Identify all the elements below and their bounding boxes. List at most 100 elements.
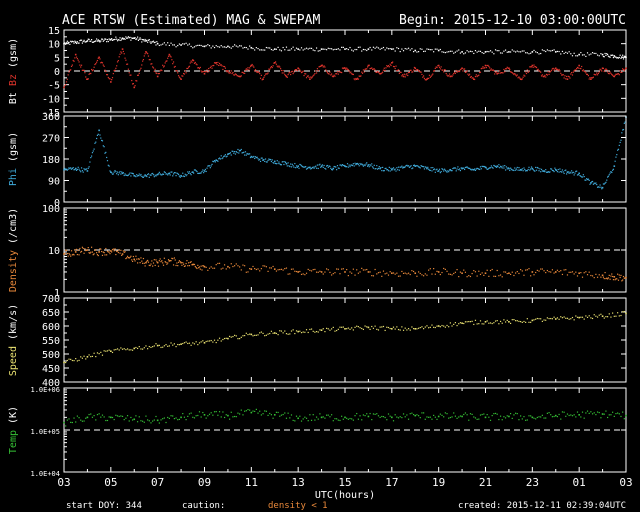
data-point-temp bbox=[488, 416, 490, 418]
data-point-temp bbox=[326, 414, 328, 416]
data-point-phi bbox=[324, 167, 326, 170]
data-point-temp bbox=[461, 415, 463, 418]
data-point-phi bbox=[435, 169, 437, 171]
data-point-phi bbox=[391, 168, 393, 171]
data-point-density bbox=[107, 251, 109, 253]
data-point-speed bbox=[595, 315, 597, 317]
data-point-density bbox=[272, 265, 274, 268]
data-point-bz bbox=[184, 70, 186, 72]
data-point-density bbox=[136, 258, 138, 260]
data-point-bz bbox=[119, 53, 121, 55]
data-point-density bbox=[90, 246, 93, 248]
data-point-bz bbox=[269, 68, 271, 70]
data-point-temp bbox=[344, 416, 346, 419]
data-point-bt bbox=[183, 43, 186, 45]
y-tick-label-speed: 450 bbox=[42, 364, 60, 375]
data-point-bz bbox=[524, 75, 526, 77]
data-point-temp bbox=[366, 413, 368, 415]
data-point-temp bbox=[511, 417, 513, 419]
data-point-phi bbox=[174, 172, 176, 174]
data-point-phi bbox=[338, 167, 340, 169]
data-point-phi bbox=[85, 168, 88, 170]
data-point-phi bbox=[213, 161, 215, 163]
data-point-speed bbox=[275, 332, 278, 335]
data-point-bt bbox=[379, 48, 381, 50]
data-point-speed bbox=[208, 340, 211, 342]
data-point-phi bbox=[167, 173, 170, 175]
data-point-density bbox=[516, 270, 518, 273]
data-point-density bbox=[304, 274, 306, 276]
data-point-temp bbox=[210, 412, 212, 414]
data-point-bt bbox=[619, 54, 621, 56]
data-point-density bbox=[526, 269, 528, 271]
data-point-phi bbox=[210, 165, 212, 167]
data-point-phi bbox=[595, 182, 597, 184]
data-point-speed bbox=[220, 340, 222, 342]
data-point-bt bbox=[165, 44, 167, 46]
y-axis-label-part: Bz bbox=[8, 74, 19, 92]
data-point-density bbox=[116, 250, 118, 252]
data-point-bz bbox=[218, 62, 221, 65]
data-point-density bbox=[421, 274, 423, 276]
data-point-phi bbox=[331, 169, 334, 171]
data-point-density bbox=[139, 262, 141, 264]
data-point-phi bbox=[449, 168, 452, 171]
data-point-speed bbox=[605, 316, 607, 318]
data-point-density bbox=[123, 251, 125, 253]
y-tick-label-temp: 1.0E+04 bbox=[30, 470, 60, 478]
data-point-bz bbox=[115, 67, 117, 69]
data-point-density bbox=[154, 264, 156, 267]
data-point-temp bbox=[376, 413, 378, 415]
data-point-temp bbox=[521, 418, 523, 420]
data-point-bz bbox=[542, 76, 544, 78]
data-point-phi bbox=[120, 173, 122, 175]
data-point-bt bbox=[561, 50, 564, 53]
data-point-phi bbox=[75, 169, 78, 172]
data-point-density bbox=[305, 272, 308, 274]
data-point-speed bbox=[223, 337, 226, 340]
data-point-bz bbox=[160, 69, 162, 71]
data-point-phi bbox=[341, 164, 344, 166]
data-point-density bbox=[414, 272, 417, 275]
data-point-temp bbox=[227, 414, 229, 417]
data-point-speed bbox=[553, 316, 555, 318]
data-point-bz bbox=[392, 61, 394, 63]
data-point-phi bbox=[344, 165, 346, 167]
data-point-bz bbox=[560, 72, 562, 74]
data-point-phi bbox=[482, 166, 484, 168]
data-point-temp bbox=[367, 415, 370, 418]
data-point-bz bbox=[420, 71, 422, 73]
data-point-phi bbox=[423, 168, 426, 170]
data-point-speed bbox=[411, 326, 413, 328]
data-point-temp bbox=[177, 419, 179, 421]
data-point-phi bbox=[519, 168, 522, 171]
data-point-temp bbox=[150, 422, 152, 424]
data-point-bz bbox=[126, 63, 129, 65]
data-point-temp bbox=[426, 416, 428, 418]
data-point-bz bbox=[617, 73, 620, 75]
data-point-density bbox=[84, 248, 86, 250]
data-point-bz bbox=[568, 76, 570, 78]
data-point-density bbox=[515, 272, 517, 274]
data-point-bz bbox=[553, 69, 555, 71]
data-point-bz bbox=[136, 80, 138, 82]
data-point-speed bbox=[324, 331, 326, 333]
data-point-speed bbox=[533, 319, 535, 321]
data-point-density bbox=[489, 269, 492, 272]
data-point-bz bbox=[356, 77, 359, 79]
data-point-bz bbox=[90, 72, 92, 75]
data-point-temp bbox=[182, 413, 184, 415]
data-point-speed bbox=[598, 314, 600, 316]
data-point-speed bbox=[506, 319, 508, 322]
data-point-temp bbox=[270, 414, 273, 416]
data-point-bt bbox=[131, 37, 133, 39]
data-point-phi bbox=[573, 174, 575, 176]
data-point-bt bbox=[396, 47, 398, 49]
data-point-phi bbox=[76, 168, 78, 171]
data-point-speed bbox=[307, 331, 309, 334]
data-point-speed bbox=[618, 315, 620, 317]
data-point-bz bbox=[499, 72, 502, 74]
data-point-bt bbox=[515, 51, 517, 53]
data-point-bz bbox=[143, 55, 145, 57]
